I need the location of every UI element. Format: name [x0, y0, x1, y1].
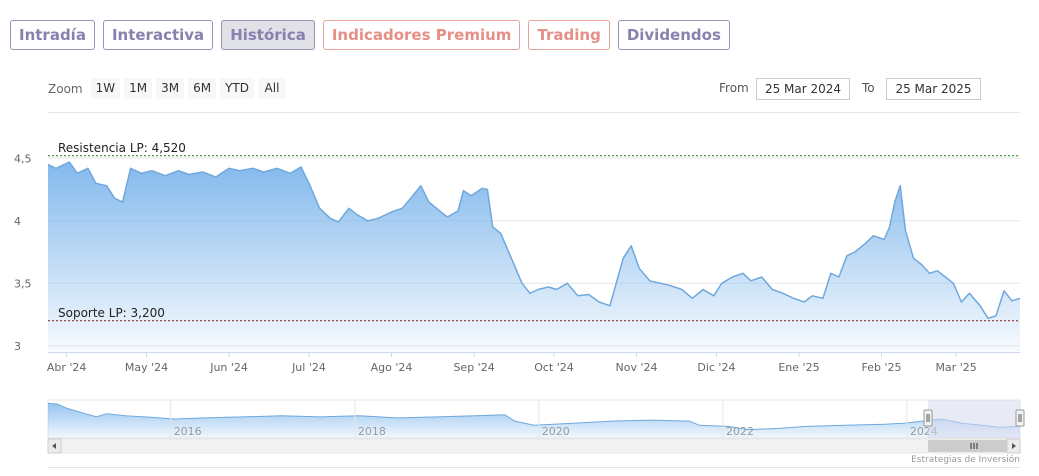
navigator-selection[interactable]: [928, 400, 1020, 438]
zoom-button-6m[interactable]: 6M: [188, 78, 217, 99]
zoom-button-3m[interactable]: 3M: [156, 78, 185, 99]
x-tick-label: Oct '24: [534, 361, 574, 374]
navigator-line: [47, 402, 1021, 431]
credit-label: Estrategias de Inversión: [911, 454, 1020, 465]
plot-lines: Resistencia LP: 4,520 Soporte LP: 3,200: [48, 141, 1020, 322]
y-tick-label: 4: [14, 215, 21, 228]
y-tick-label: 4,5: [14, 152, 32, 165]
tab-interactiva[interactable]: Interactiva: [102, 20, 214, 50]
bottom-divider: [48, 467, 1020, 468]
from-label: From: [719, 81, 749, 95]
x-tick-label: May '24: [125, 361, 168, 374]
tab-intradía[interactable]: Intradía: [10, 20, 95, 50]
navigator-area: [48, 403, 1020, 438]
plot-line-label: Soporte LP: 3,200: [58, 306, 165, 320]
x-tick-label: Dic '24: [697, 361, 735, 374]
tab-dividendos[interactable]: Dividendos: [617, 20, 730, 50]
price-area: [48, 162, 1020, 352]
zoom-button-1w[interactable]: 1W: [90, 78, 121, 99]
navigator-tick-label: 2018: [358, 425, 386, 438]
x-tick-label: Jul '24: [291, 361, 326, 374]
x-tick-label: Abr '24: [47, 361, 87, 374]
toolbar-divider: [48, 112, 1020, 113]
tab-indicadores-premium[interactable]: Indicadores Premium: [322, 20, 521, 50]
chart-tabs: Intradía Interactiva Histórica Indicadores …: [10, 20, 730, 50]
x-tick-label: Jun '24: [209, 361, 248, 374]
scrollbar-track[interactable]: [47, 438, 1021, 454]
x-tick-label: Ago '24: [371, 361, 413, 374]
x-tick-label: Mar '25: [935, 361, 976, 374]
x-tick-label: Ene '25: [778, 361, 819, 374]
y-tick-label: 3,5: [14, 277, 32, 290]
navigator-tick-label: 2020: [542, 425, 570, 438]
to-date-input[interactable]: 25 Mar 2025: [886, 78, 981, 100]
navigator-handle-left[interactable]: [923, 409, 933, 427]
y-tick-label: 3: [14, 340, 21, 353]
zoom-label: Zoom: [48, 81, 83, 96]
x-tick-label: Feb '25: [862, 361, 902, 374]
x-tick-label: Sep '24: [453, 361, 494, 374]
zoom-button-1m[interactable]: 1M: [124, 78, 153, 99]
zoom-button-ytd[interactable]: YTD: [220, 78, 254, 99]
navigator-tick-label: 2016: [174, 425, 202, 438]
to-label: To: [862, 81, 875, 95]
y-axis: 3 3,5 4 4,5: [14, 152, 32, 353]
zoom-controls: Zoom 1W 1M 3M 6M YTD All: [48, 78, 286, 99]
x-axis: Abr '24 May '24 Jun '24 Jul '24 Ago '24 Sep '…: [47, 352, 1020, 374]
navigator[interactable]: 2016 2018 2020 2022 2024: [47, 399, 1025, 454]
zoom-button-all[interactable]: All: [258, 78, 286, 99]
plot-line-label: Resistencia LP: 4,520: [58, 141, 186, 155]
arrow-right-icon: [1012, 443, 1016, 449]
from-date-input[interactable]: 25 Mar 2024: [756, 78, 850, 100]
tab-trading[interactable]: Trading: [528, 20, 610, 50]
navigator-handle-right[interactable]: [1015, 409, 1025, 427]
price-line: [47, 161, 1021, 320]
navigator-tick-label: 2022: [726, 425, 754, 438]
series-layer: [47, 161, 1021, 352]
arrow-left-icon: [52, 443, 56, 449]
x-tick-label: Nov '24: [616, 361, 658, 374]
tab-histórica[interactable]: Histórica: [221, 20, 315, 50]
